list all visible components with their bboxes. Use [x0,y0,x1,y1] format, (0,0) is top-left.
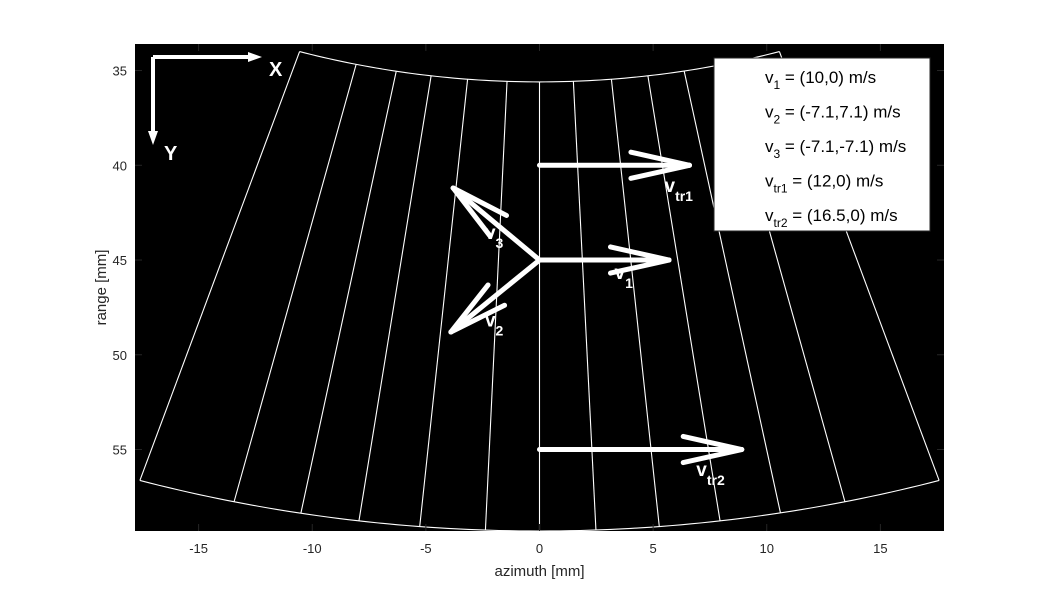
vector-tr1 [537,149,692,181]
beam-line-5 [484,81,508,531]
vector-tr2 [537,433,745,466]
legend: v1 = (10,0) m/sv2 = (-7.1,7.1) m/sv3 = (… [713,57,931,232]
y-tick-label: 45 [113,253,127,268]
y-direction-label: Y [164,143,178,165]
beam-line-4 [419,79,469,527]
x-tick-label: 5 [650,541,657,556]
beam-line-1 [233,64,357,502]
y-tick-label: 55 [113,443,127,458]
y-axis-label: range [mm] [93,250,110,326]
sector-grid [139,51,940,531]
x-tick-label: 10 [760,541,774,556]
y-tick-label: 35 [113,64,127,79]
legend-box [713,57,931,232]
vector-3 [450,185,542,263]
beam-line-9 [647,75,721,521]
x-tick-label: -15 [189,541,208,556]
arc-inner [299,51,780,83]
y-tick-label: 40 [113,158,127,173]
beam-line-10 [683,70,781,514]
beam-line-2 [300,71,397,514]
x-tick-label: 15 [873,541,887,556]
x-axis-label: azimuth [mm] [494,563,584,580]
y-arrowhead [148,131,158,145]
beam-line-3 [358,75,432,521]
y-tick-label: 50 [113,348,127,363]
vector-2 [448,257,542,335]
beam-line-7 [572,81,597,531]
beam-line-0 [139,51,301,481]
axis-indicator: XY [148,52,283,165]
vector-1 [537,244,672,276]
x-direction-label: X [269,59,283,81]
axis-ticks: -15 -10 -5 0 5 10 15 35 40 45 50 55 [113,44,944,556]
x-tick-label: -10 [303,541,322,556]
x-tick-label: 0 [536,541,543,556]
arc-outer [139,479,940,531]
x-tick-label: -5 [420,541,432,556]
x-arrowhead [248,52,262,62]
